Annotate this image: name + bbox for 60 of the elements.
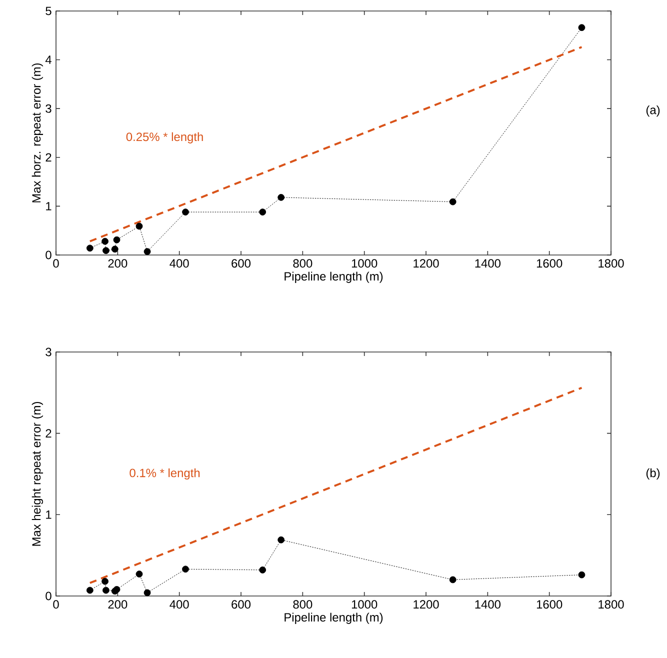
- point: [449, 576, 456, 584]
- point: [578, 571, 586, 578]
- x-tick-label: 1200: [414, 600, 439, 609]
- point: [86, 586, 94, 594]
- x-tick-label: 1000: [352, 259, 378, 268]
- y-tick-label: 2: [46, 429, 52, 438]
- x-tick-label: 0: [53, 259, 59, 268]
- x-tick-label: 1400: [475, 600, 501, 609]
- y-tick-label: 0: [46, 250, 52, 260]
- x-tick-label: 1800: [598, 600, 624, 609]
- x-tick-label: 1400: [475, 259, 501, 268]
- y-tick-label: 0: [46, 592, 52, 600]
- annotation: 0.25% * length: [126, 132, 203, 144]
- y-tick-label: 1: [46, 202, 52, 210]
- point: [102, 578, 108, 585]
- x-tick-label: 600: [232, 600, 251, 609]
- point: [102, 586, 110, 594]
- point: [144, 589, 151, 596]
- y-axis-title: Max height repeat error (m): [32, 402, 44, 546]
- y-axis-title: Max horz. repeat error (m): [32, 63, 44, 202]
- x-tick-label: 400: [170, 259, 189, 268]
- point: [86, 244, 94, 252]
- y-tick-label: 1: [46, 510, 52, 519]
- x-tick-label: 1800: [598, 259, 624, 268]
- point: [136, 570, 143, 578]
- point: [111, 246, 118, 253]
- point: [259, 208, 266, 216]
- point: [278, 194, 285, 201]
- point: [259, 566, 266, 574]
- x-tick-label: 800: [293, 259, 312, 268]
- x-tick-label: 1600: [536, 600, 562, 609]
- x-tick-label: 200: [108, 600, 128, 609]
- y-tick-label: 3: [46, 348, 52, 356]
- x-tick-label: 800: [293, 600, 312, 609]
- point: [182, 208, 189, 216]
- x-tick-label: 1600: [536, 259, 562, 268]
- x-tick-label: 1200: [414, 259, 439, 268]
- y-tick-label: 2: [46, 153, 52, 162]
- x-tick-label: 600: [232, 259, 251, 268]
- text: (b): [646, 468, 660, 480]
- text: (a): [646, 105, 660, 117]
- point: [102, 238, 108, 245]
- point: [113, 236, 120, 244]
- annotation: 0.1% * length: [130, 468, 200, 480]
- y-tick-label: 3: [46, 104, 52, 113]
- x-tick-label: 400: [170, 600, 189, 609]
- y-tick-label: 5: [46, 6, 52, 16]
- x-tick-label: 200: [108, 259, 128, 268]
- x-axis-title: Pipeline length (m): [284, 612, 383, 624]
- point: [182, 566, 189, 573]
- y-tick-label: 4: [45, 56, 52, 64]
- x-tick-label: 0: [53, 600, 59, 609]
- point: [102, 247, 110, 254]
- x-axis-title: Pipeline length (m): [284, 272, 383, 283]
- x-tick-label: 1000: [352, 600, 378, 609]
- point: [136, 222, 143, 230]
- point: [578, 24, 586, 32]
- point: [144, 248, 151, 256]
- point: [449, 198, 456, 206]
- point: [278, 536, 285, 544]
